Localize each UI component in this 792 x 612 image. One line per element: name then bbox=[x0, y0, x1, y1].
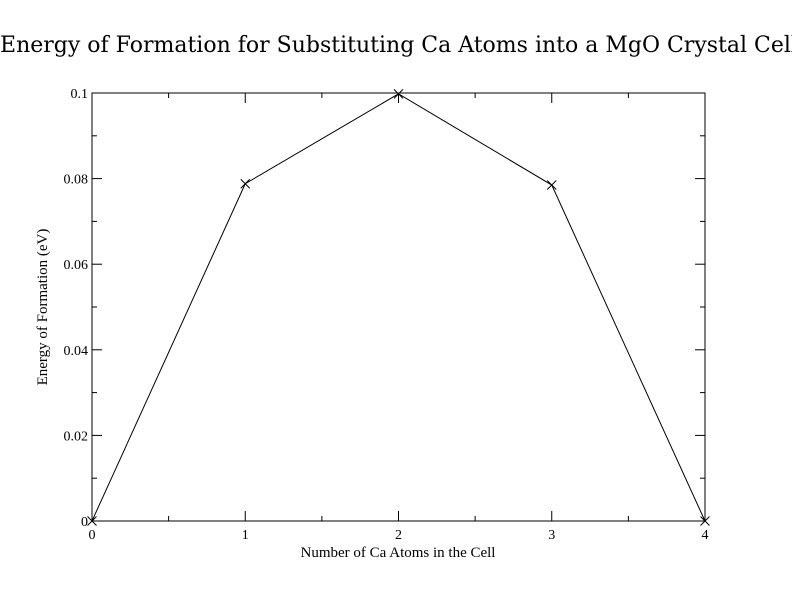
data-point bbox=[700, 516, 710, 526]
x-tick-label: 0 bbox=[89, 528, 96, 543]
axis-ticks bbox=[91, 92, 706, 522]
x-axis-label: Number of Ca Atoms in the Cell bbox=[301, 545, 496, 561]
series-line bbox=[91, 93, 706, 522]
y-tick-label: 0 bbox=[81, 515, 88, 530]
x-tick-label: 1 bbox=[242, 528, 249, 543]
data-point bbox=[393, 89, 404, 99]
tick-labels: 0 1 2 3 4 0 0.02 0.04 0.06 0.08 0.1 bbox=[64, 87, 709, 543]
x-tick-label: 4 bbox=[702, 528, 709, 543]
x-tick-label: 2 bbox=[395, 528, 402, 543]
y-tick-label: 0.06 bbox=[64, 258, 89, 273]
plot-frame bbox=[91, 92, 706, 522]
y-tick-label: 0.04 bbox=[64, 344, 89, 359]
y-axis-label: Energy of Formation (eV) bbox=[35, 229, 51, 386]
y-tick-label: 0.02 bbox=[64, 429, 89, 444]
data-point bbox=[87, 516, 97, 526]
data-point bbox=[240, 178, 251, 189]
data-markers bbox=[87, 89, 710, 526]
chart-title: Energy of Formation for Substituting Ca … bbox=[0, 33, 792, 58]
x-tick-label: 3 bbox=[548, 528, 555, 543]
y-tick-label: 0.08 bbox=[64, 173, 89, 188]
y-tick-label: 0.1 bbox=[71, 87, 89, 102]
data-point bbox=[546, 180, 557, 190]
